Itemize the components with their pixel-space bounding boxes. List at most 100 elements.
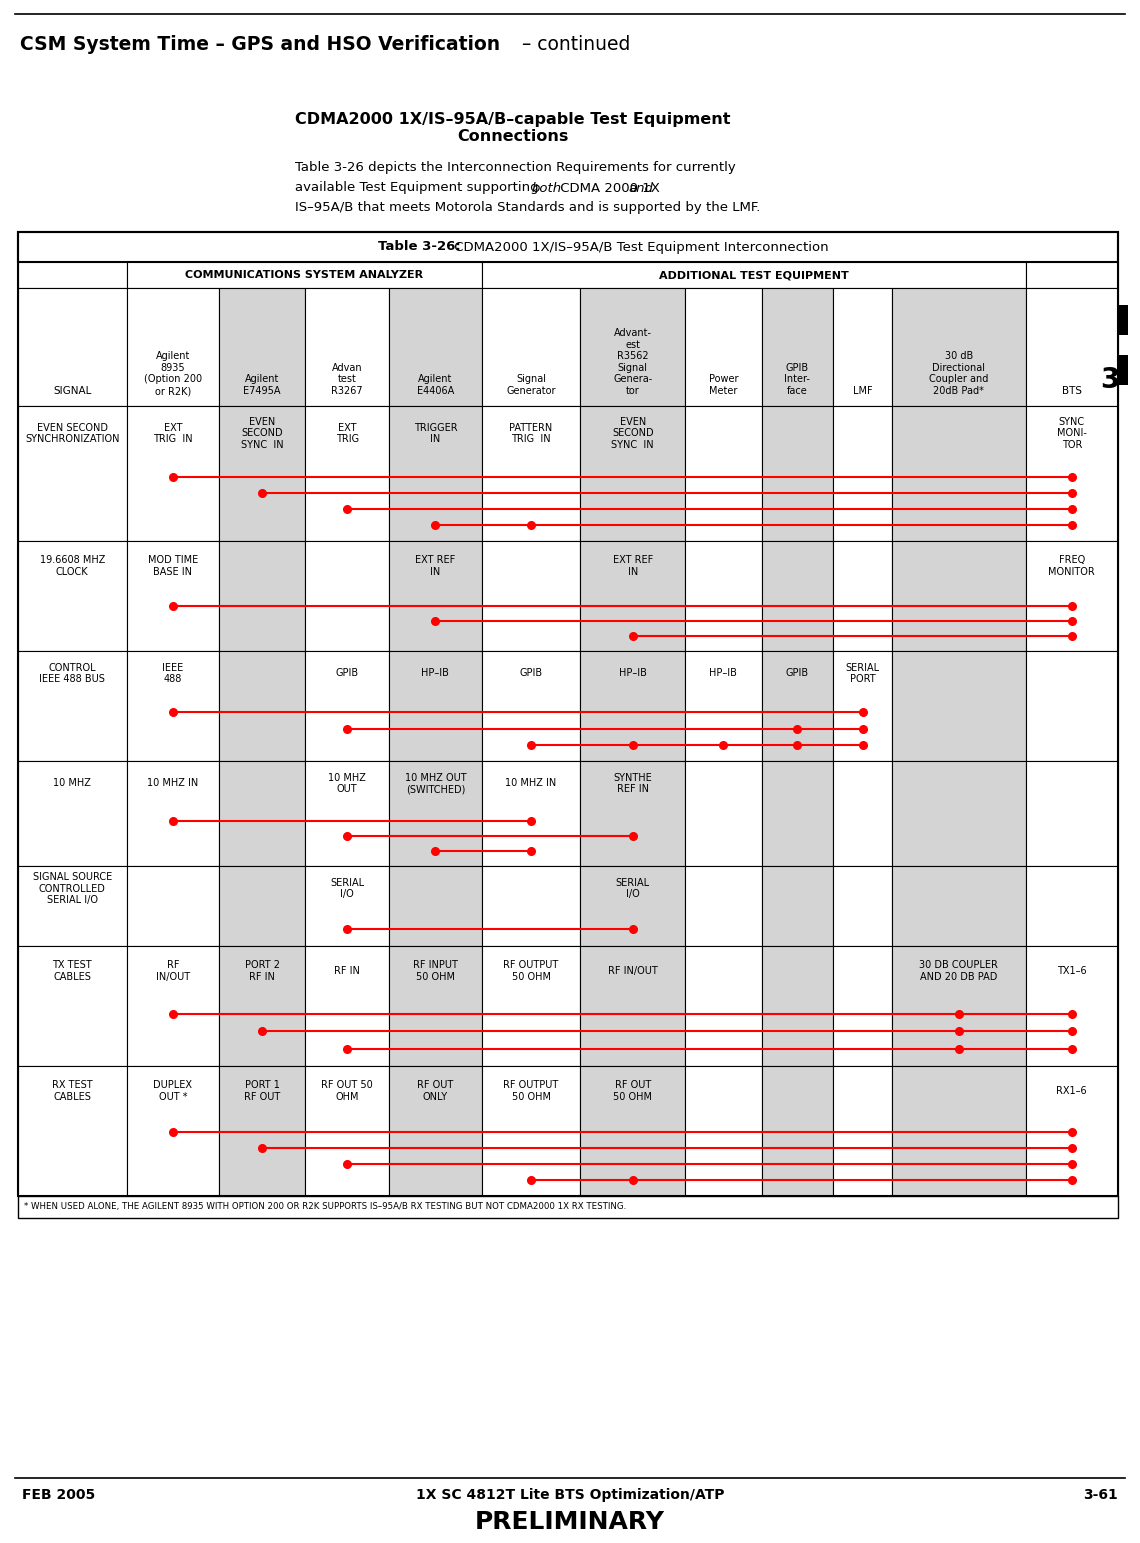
Text: CDMA2000 1X/IS–95A/B Test Equipment Interconnection: CDMA2000 1X/IS–95A/B Test Equipment Inte…: [450, 241, 829, 253]
Bar: [580, 542, 685, 651]
Text: CDMA2000 1X/IS–95A/B–capable Test Equipment
Connections: CDMA2000 1X/IS–95A/B–capable Test Equipm…: [295, 113, 731, 145]
Bar: [18, 1066, 127, 1196]
Bar: [18, 761, 127, 866]
Bar: [893, 651, 1026, 761]
Text: EXT
TRIG: EXT TRIG: [335, 423, 359, 444]
Bar: [306, 406, 389, 542]
Bar: [389, 761, 482, 866]
Text: EXT REF
IN: EXT REF IN: [415, 555, 456, 577]
Text: RF
IN/OUT: RF IN/OUT: [156, 960, 190, 981]
Bar: [18, 231, 1118, 262]
Bar: [482, 289, 580, 406]
Bar: [219, 866, 306, 946]
Bar: [482, 406, 580, 542]
Bar: [306, 866, 389, 946]
Text: TX1–6: TX1–6: [1057, 966, 1086, 977]
Text: HP–IB: HP–IB: [422, 668, 449, 679]
Text: Power
Meter: Power Meter: [709, 375, 738, 397]
Bar: [127, 946, 219, 1066]
Text: 3-61: 3-61: [1083, 1487, 1118, 1501]
Bar: [219, 542, 306, 651]
Bar: [1026, 542, 1118, 651]
Bar: [833, 866, 893, 946]
Bar: [482, 542, 580, 651]
Text: 30 DB COUPLER
AND 20 DB PAD: 30 DB COUPLER AND 20 DB PAD: [920, 960, 999, 981]
Bar: [127, 866, 219, 946]
Text: SIGNAL: SIGNAL: [54, 386, 91, 397]
Bar: [893, 406, 1026, 542]
Text: HP–IB: HP–IB: [619, 668, 646, 679]
Bar: [306, 1066, 389, 1196]
Text: TX TEST
CABLES: TX TEST CABLES: [52, 960, 92, 981]
Text: PATTERN
TRIG  IN: PATTERN TRIG IN: [510, 423, 553, 444]
Text: Advan
test
R3267: Advan test R3267: [332, 363, 363, 397]
Text: 10 MHZ
OUT: 10 MHZ OUT: [328, 773, 366, 795]
Text: SERIAL
I/O: SERIAL I/O: [616, 878, 650, 900]
Text: 3: 3: [1100, 366, 1119, 393]
Text: RF IN: RF IN: [334, 966, 360, 977]
Text: GPIB: GPIB: [520, 668, 543, 679]
Bar: [482, 946, 580, 1066]
Bar: [833, 1066, 893, 1196]
Bar: [127, 1066, 219, 1196]
Bar: [762, 289, 833, 406]
Bar: [833, 542, 893, 651]
Bar: [127, 651, 219, 761]
Text: 1X SC 4812T Lite BTS Optimization/ATP: 1X SC 4812T Lite BTS Optimization/ATP: [416, 1487, 724, 1501]
Bar: [127, 542, 219, 651]
Bar: [389, 946, 482, 1066]
Bar: [1093, 306, 1127, 335]
Bar: [1026, 262, 1118, 289]
Bar: [18, 542, 127, 651]
Text: DUPLEX
OUT *: DUPLEX OUT *: [153, 1080, 193, 1102]
Bar: [18, 1196, 1118, 1217]
Text: Agilent
E7495A: Agilent E7495A: [244, 375, 280, 397]
Bar: [127, 262, 482, 289]
Bar: [306, 761, 389, 866]
Text: RX TEST
CABLES: RX TEST CABLES: [52, 1080, 92, 1102]
Text: EVEN
SECOND
SYNC  IN: EVEN SECOND SYNC IN: [241, 417, 284, 451]
Text: Table 3-26 depicts the Interconnection Requirements for currently: Table 3-26 depicts the Interconnection R…: [295, 162, 735, 174]
Text: Table 3-26:: Table 3-26:: [378, 241, 461, 253]
Text: Agilent
E4406A: Agilent E4406A: [417, 375, 454, 397]
Bar: [762, 1066, 833, 1196]
Text: CONTROL
IEEE 488 BUS: CONTROL IEEE 488 BUS: [39, 662, 105, 684]
Text: Signal
Generator: Signal Generator: [506, 375, 556, 397]
Bar: [18, 406, 127, 542]
Bar: [762, 542, 833, 651]
Text: 19.6608 MHZ
CLOCK: 19.6608 MHZ CLOCK: [40, 555, 105, 577]
Text: EVEN
SECOND
SYNC  IN: EVEN SECOND SYNC IN: [611, 417, 654, 451]
Text: SERIAL
I/O: SERIAL I/O: [331, 878, 365, 900]
Text: PORT 1
RF OUT: PORT 1 RF OUT: [244, 1080, 280, 1102]
Bar: [893, 289, 1026, 406]
Bar: [389, 1066, 482, 1196]
Text: both: both: [532, 182, 562, 194]
Bar: [482, 651, 580, 761]
Bar: [685, 651, 762, 761]
Bar: [219, 651, 306, 761]
Bar: [762, 946, 833, 1066]
Bar: [893, 761, 1026, 866]
Bar: [306, 651, 389, 761]
Bar: [580, 406, 685, 542]
Text: MOD TIME
BASE IN: MOD TIME BASE IN: [148, 555, 198, 577]
Bar: [219, 289, 306, 406]
Bar: [18, 289, 127, 406]
Text: RF INPUT
50 OHM: RF INPUT 50 OHM: [413, 960, 458, 981]
Bar: [219, 761, 306, 866]
Bar: [482, 866, 580, 946]
Bar: [306, 289, 389, 406]
Bar: [893, 542, 1026, 651]
Text: IS–95A/B that meets Motorola Standards and is supported by the LMF.: IS–95A/B that meets Motorola Standards a…: [295, 202, 760, 214]
Text: and: and: [628, 182, 653, 194]
Text: 10 MHZ IN: 10 MHZ IN: [505, 779, 556, 788]
Bar: [685, 289, 762, 406]
Bar: [389, 406, 482, 542]
Text: RF OUTPUT
50 OHM: RF OUTPUT 50 OHM: [504, 1080, 559, 1102]
Bar: [389, 866, 482, 946]
Bar: [685, 1066, 762, 1196]
Bar: [762, 651, 833, 761]
Bar: [762, 866, 833, 946]
Bar: [482, 262, 1026, 289]
Text: RF OUT 50
OHM: RF OUT 50 OHM: [321, 1080, 373, 1102]
